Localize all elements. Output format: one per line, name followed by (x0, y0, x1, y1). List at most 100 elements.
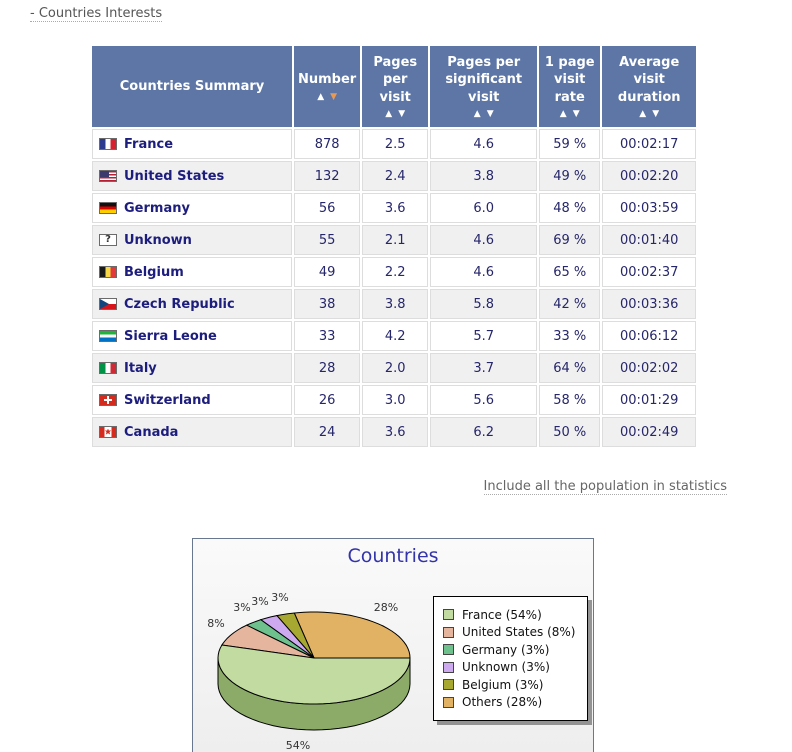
pages-per-visit-cell: 3.6 (362, 417, 429, 447)
country-cell: Czech Republic (92, 289, 292, 319)
pages-per-visit-cell: 3.8 (362, 289, 429, 319)
country-cell: Canada (92, 417, 292, 447)
country-cell: Switzerland (92, 385, 292, 415)
number-cell: 55 (294, 225, 361, 255)
table-row: Sierra Leone 33 4.2 5.7 33 % 00:06:12 (92, 321, 697, 351)
number-cell: 878 (294, 129, 361, 159)
country-cell: Belgium (92, 257, 292, 287)
number-cell: 132 (294, 161, 361, 191)
average-visit-duration-cell: 00:02:37 (602, 257, 697, 287)
1-page-visit-rate-cell: 64 % (539, 353, 601, 383)
1-page-visit-rate-cell: 50 % (539, 417, 601, 447)
legend-label: United States (8%) (462, 625, 576, 639)
pages-per-significant-visit-cell: 3.7 (430, 353, 538, 383)
pages-per-visit-cell: 2.4 (362, 161, 429, 191)
legend-swatch-icon (443, 644, 454, 655)
pie-percent-label: 54% (286, 739, 310, 752)
pie-slice-france (217, 644, 411, 705)
legend-item: Germany (3%) (443, 643, 575, 657)
country-name: Switzerland (124, 392, 211, 408)
sort-desc-icon[interactable]: ▼ (652, 109, 660, 120)
country-name: Belgium (124, 264, 184, 280)
col-header-label: Pages per visit (373, 54, 418, 105)
number-cell: 33 (294, 321, 361, 351)
country-flag-icon (99, 201, 117, 214)
table-row: United States 132 2.4 3.8 49 % 00:02:20 (92, 161, 697, 191)
sort-asc-icon[interactable]: ▲ (639, 109, 647, 120)
country-flag-icon (99, 233, 117, 246)
sort-arrows: ▲ ▼ (543, 110, 596, 119)
pie-percent-label: 3% (233, 601, 250, 614)
pie-slice-others (293, 611, 411, 659)
1-page-visit-rate-cell: 33 % (539, 321, 601, 351)
number-cell: 38 (294, 289, 361, 319)
countries-interests-link[interactable]: - Countries Interests (30, 6, 163, 22)
sort-desc-icon[interactable]: ▼ (330, 91, 338, 102)
legend-swatch-icon (443, 661, 454, 673)
legend-items: France (54%) United States (8%) Germany (3… (443, 608, 575, 709)
sort-arrows: ▲ ▼ (298, 91, 356, 102)
legend-item: France (54%) (443, 608, 575, 622)
country-flag-icon (99, 393, 117, 406)
col-header-average-visit-duration: Average visit duration ▲ ▼ (602, 46, 697, 127)
sort-asc-icon[interactable]: ▲ (473, 109, 481, 120)
country-name: Czech Republic (124, 296, 235, 312)
chart-legend: France (54%) United States (8%) Germany (3… (433, 596, 589, 721)
pages-per-visit-cell: 2.2 (362, 257, 429, 287)
pages-per-visit-cell: 2.0 (362, 353, 429, 383)
average-visit-duration-cell: 00:01:40 (602, 225, 697, 255)
sort-asc-icon[interactable]: ▲ (559, 109, 567, 120)
country-cell: Germany (92, 193, 292, 223)
sort-arrows: ▲ ▼ (366, 110, 424, 119)
country-name: Sierra Leone (124, 328, 217, 344)
1-page-visit-rate-cell: 48 % (539, 193, 601, 223)
pages-per-visit-cell: 3.0 (362, 385, 429, 415)
col-header-label: Number (298, 72, 357, 88)
col-header-label: Countries Summary (119, 78, 265, 94)
legend-item: United States (8%) (443, 625, 575, 639)
pie-chart-svg: 28%3%3%3%8%54% (207, 591, 411, 752)
col-header-pages-per-significant-visit: Pages per significant visit ▲ ▼ (430, 46, 538, 127)
country-name: France (124, 136, 174, 152)
include-all-population-link[interactable]: Include all the population in statistics (483, 479, 727, 495)
pages-per-significant-visit-cell: 5.6 (430, 385, 538, 415)
sort-desc-icon[interactable]: ▼ (486, 109, 494, 120)
legend-label: France (54%) (462, 607, 542, 622)
pages-per-visit-cell: 2.1 (362, 225, 429, 255)
number-cell: 49 (294, 257, 361, 287)
country-flag-icon (99, 137, 117, 150)
country-cell: Italy (92, 353, 292, 383)
table-row: Switzerland 26 3.0 5.6 58 % 00:01:29 (92, 385, 697, 415)
number-cell: 56 (294, 193, 361, 223)
sort-asc-icon[interactable]: ▲ (385, 109, 393, 120)
table-row: Unknown 55 2.1 4.6 69 % 00:01:40 (92, 225, 697, 255)
country-name: United States (124, 168, 225, 184)
col-header-countries-summary: Countries Summary (92, 46, 292, 127)
table-row: Germany 56 3.6 6.0 48 % 00:03:59 (92, 193, 697, 223)
table-row: Belgium 49 2.2 4.6 65 % 00:02:37 (92, 257, 697, 287)
col-header-1-page-visit-rate: 1 page visit rate ▲ ▼ (539, 46, 601, 127)
sort-arrows: ▲ ▼ (434, 110, 533, 119)
sort-asc-icon[interactable]: ▲ (317, 91, 325, 102)
country-flag-icon (99, 169, 117, 182)
country-cell: Sierra Leone (92, 321, 292, 351)
country-name: Canada (124, 424, 179, 440)
number-cell: 24 (294, 417, 361, 447)
legend-swatch-icon (443, 679, 454, 690)
pages-per-significant-visit-cell: 6.0 (430, 193, 538, 223)
pie-percent-label: 3% (251, 595, 268, 608)
sort-desc-icon[interactable]: ▼ (572, 109, 580, 120)
average-visit-duration-cell: 00:03:36 (602, 289, 697, 319)
table-header-row: Countries Summary Number ▲ ▼ Pages per v… (92, 46, 697, 127)
1-page-visit-rate-cell: 69 % (539, 225, 601, 255)
legend-item: Belgium (3%) (443, 678, 575, 692)
legend-item: Others (28%) (443, 695, 575, 709)
pages-per-significant-visit-cell: 4.6 (430, 129, 538, 159)
sort-desc-icon[interactable]: ▼ (398, 109, 406, 120)
country-flag-icon (99, 297, 117, 310)
pie-percent-label: 8% (207, 617, 224, 630)
country-cell: France (92, 129, 292, 159)
table-row: France 878 2.5 4.6 59 % 00:02:17 (92, 129, 697, 159)
country-name: Germany (124, 200, 190, 216)
